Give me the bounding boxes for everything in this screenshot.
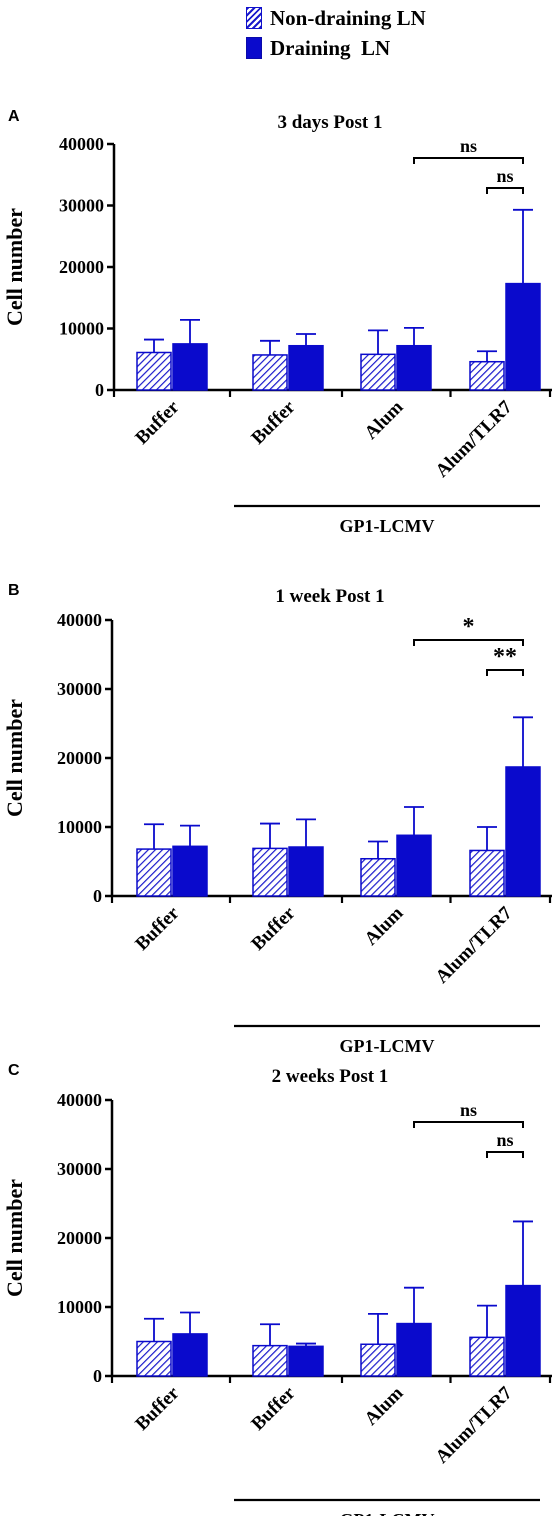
- bar-non-draining: [469, 849, 505, 897]
- x-category-label: Buffer: [131, 396, 184, 449]
- bar-draining: [505, 282, 541, 391]
- bar-draining: [288, 1345, 324, 1377]
- y-tick-label: 20000: [57, 1228, 102, 1248]
- bar-non-draining: [136, 848, 172, 897]
- legend-swatch-solid: [246, 37, 262, 59]
- chart-title: 2 weeks Post 1: [272, 1066, 389, 1087]
- panel-a: A 3 days Post 1 Cell number 0 10000 20000 300…: [0, 100, 560, 536]
- x-category-label: Alum/TLR7: [432, 396, 517, 481]
- panel-letter-b: B: [8, 582, 20, 599]
- group-label: GP1-LCMV: [340, 1036, 435, 1056]
- legend-label-non-draining: Non-draining LN: [270, 5, 426, 30]
- significance-label: ns: [460, 136, 477, 156]
- x-category-label: Alum: [361, 1383, 408, 1430]
- y-axis-label: Cell number: [2, 1179, 27, 1297]
- significance-label: ns: [460, 1100, 477, 1120]
- y-tick-label: 40000: [57, 610, 102, 630]
- y-tick-label: 0: [93, 1366, 102, 1386]
- bar-non-draining: [136, 1340, 172, 1377]
- panel-letter-c: C: [8, 1062, 20, 1079]
- significance-bracket: [413, 1121, 524, 1128]
- panel-letter-a: A: [8, 108, 20, 125]
- bar-draining: [172, 845, 208, 897]
- significance-bracket: [486, 669, 524, 676]
- chart-title: 3 days Post 1: [277, 112, 382, 133]
- bar-draining: [396, 1322, 432, 1377]
- x-category-label: Buffer: [247, 1382, 300, 1435]
- significance-bracket: [486, 1151, 524, 1158]
- bar-non-draining: [360, 857, 396, 897]
- bar-non-draining: [360, 353, 396, 391]
- x-category-label: Buffer: [247, 396, 300, 449]
- y-tick-label: 10000: [57, 817, 102, 837]
- bar-draining: [396, 344, 432, 391]
- bar-non-draining: [252, 1344, 288, 1377]
- y-tick-label: 30000: [57, 679, 102, 699]
- y-axis-label: Cell number: [2, 699, 27, 817]
- y-tick-label: 20000: [59, 257, 104, 277]
- panel-c: C 2 weeks Post 1 Cell number 0 10000 20000 30…: [0, 1060, 560, 1516]
- legend: Non-draining LN Draining LN: [246, 0, 546, 64]
- chart-c: 2 weeks Post 1 Cell number 0 10000 20000 3000…: [2, 1066, 552, 1516]
- bar-draining: [505, 1284, 541, 1377]
- significance-label: ns: [496, 166, 513, 186]
- y-tick-label: 40000: [59, 134, 104, 154]
- significance-label: **: [493, 644, 517, 670]
- y-tick-label: 0: [95, 380, 104, 400]
- legend-item-non-draining: Non-draining LN: [246, 5, 426, 31]
- y-tick-label: 30000: [57, 1159, 102, 1179]
- bar-non-draining: [252, 354, 288, 391]
- x-category-label: Buffer: [247, 902, 300, 955]
- significance-bracket: [413, 639, 524, 646]
- bar-draining: [505, 766, 541, 897]
- y-axis-label: Cell number: [2, 208, 27, 326]
- x-category-label: Alum: [361, 903, 408, 950]
- bar-draining: [288, 846, 324, 897]
- bar-non-draining: [252, 847, 288, 897]
- x-category-label: Alum/TLR7: [432, 1382, 517, 1467]
- y-tick-label: 10000: [59, 319, 104, 339]
- chart-title: 1 week Post 1: [275, 586, 384, 607]
- y-tick-label: 30000: [59, 196, 104, 216]
- bar-non-draining: [360, 1343, 396, 1377]
- group-label: GP1-LCMV: [340, 516, 435, 536]
- significance-bracket: [486, 187, 524, 194]
- group-label: GP1-LCMV: [340, 1510, 435, 1516]
- bar-draining: [288, 344, 324, 391]
- legend-item-draining: Draining LN: [246, 35, 390, 61]
- y-tick-label: 20000: [57, 748, 102, 768]
- legend-swatch-hatched: [246, 7, 262, 29]
- significance-label: ns: [496, 1130, 513, 1150]
- significance-bracket: [413, 157, 524, 164]
- bar-non-draining: [136, 351, 172, 391]
- x-category-label: Buffer: [131, 1382, 184, 1435]
- bar-draining: [172, 343, 208, 391]
- y-tick-label: 10000: [57, 1297, 102, 1317]
- significance-label: *: [463, 614, 475, 640]
- x-category-label: Alum: [361, 397, 408, 444]
- x-category-label: Buffer: [131, 902, 184, 955]
- bar-non-draining: [469, 360, 505, 391]
- chart-b: 1 week Post 1 Cell number 0 10000 20000 30000…: [2, 586, 552, 1056]
- bar-draining: [396, 834, 432, 897]
- y-tick-label: 0: [93, 886, 102, 906]
- chart-a: 3 days Post 1 Cell number 0 10000 20000 30000…: [2, 112, 552, 536]
- panel-b: B 1 week Post 1 Cell number 0 10000 20000 300…: [0, 580, 560, 1056]
- bar-non-draining: [469, 1336, 505, 1377]
- y-tick-label: 40000: [57, 1090, 102, 1110]
- legend-label-draining: Draining LN: [270, 35, 391, 60]
- bar-draining: [172, 1333, 208, 1377]
- x-category-label: Alum/TLR7: [432, 902, 517, 987]
